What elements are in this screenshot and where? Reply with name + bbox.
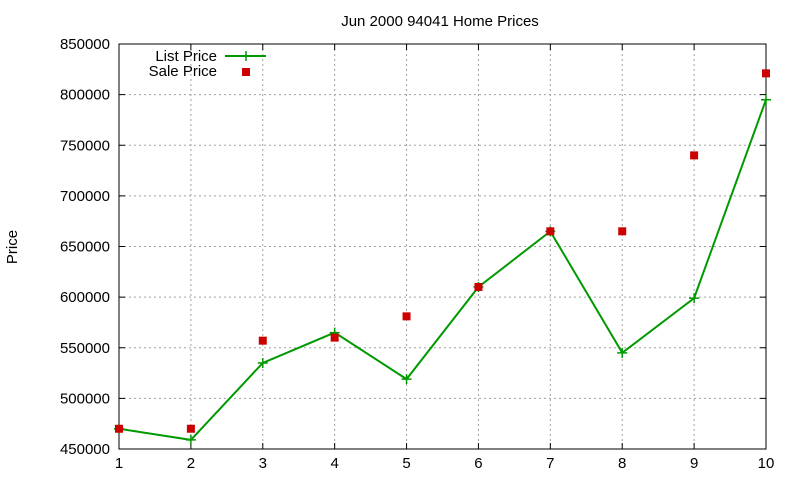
data-point-list-price bbox=[689, 293, 700, 304]
series bbox=[114, 69, 771, 445]
data-point-sale-price bbox=[690, 151, 699, 160]
y-tick-label: 450000 bbox=[60, 441, 110, 458]
y-tick-labels: 450000 500000 550000 600000 650000 700000 7500… bbox=[60, 36, 110, 458]
x-tick-labels: 1 2 3 4 5 6 7 8 9 10 bbox=[115, 455, 775, 472]
y-tick-label: 500000 bbox=[60, 390, 110, 407]
x-tick-label: 5 bbox=[402, 455, 410, 472]
legend-label-list-price: List Price bbox=[155, 48, 217, 65]
data-point-list-price bbox=[401, 374, 412, 385]
data-point-list-price bbox=[185, 434, 196, 445]
chart-title: Jun 2000 94041 Home Prices bbox=[341, 13, 539, 30]
data-point-sale-price bbox=[546, 227, 555, 236]
x-tick-label: 7 bbox=[546, 455, 554, 472]
data-point-sale-price bbox=[330, 333, 339, 342]
data-point-sale-price bbox=[618, 227, 627, 236]
legend: List Price Sale Price bbox=[149, 48, 266, 80]
x-tick-label: 10 bbox=[758, 455, 775, 472]
axis-ticks bbox=[118, 43, 767, 450]
data-point-sale-price bbox=[115, 424, 123, 433]
data-point-sale-price bbox=[474, 283, 483, 291]
y-tick-label: 700000 bbox=[60, 188, 110, 205]
legend-label-sale-price: Sale Price bbox=[149, 63, 217, 80]
y-axis-label: Price bbox=[4, 230, 21, 264]
x-tick-label: 2 bbox=[187, 455, 195, 472]
data-point-list-price bbox=[761, 94, 771, 105]
plot-frame bbox=[118, 43, 767, 450]
y-tick-label: 850000 bbox=[60, 36, 110, 53]
x-tick-label: 9 bbox=[690, 455, 698, 472]
data-point-list-price bbox=[617, 347, 628, 358]
x-tick-label: 8 bbox=[618, 455, 626, 472]
data-point-sale-price bbox=[186, 424, 195, 433]
data-point-sale-price bbox=[258, 336, 267, 345]
x-tick-label: 6 bbox=[474, 455, 482, 472]
x-tick-label: 4 bbox=[330, 455, 338, 472]
data-point-sale-price bbox=[402, 312, 411, 321]
legend-marker-sale-price bbox=[242, 68, 250, 76]
y-tick-label: 650000 bbox=[60, 239, 110, 256]
x-tick-label: 1 bbox=[115, 455, 123, 472]
y-tick-label: 600000 bbox=[60, 289, 110, 306]
series-line-list-price bbox=[118, 99, 767, 441]
legend-marker-list-price bbox=[241, 51, 251, 61]
y-tick-label: 550000 bbox=[60, 340, 110, 357]
y-tick-label: 750000 bbox=[60, 137, 110, 154]
grid bbox=[119, 44, 766, 449]
data-point-sale-price bbox=[762, 69, 770, 78]
data-point-list-price bbox=[257, 357, 268, 368]
y-tick-label: 800000 bbox=[60, 87, 110, 104]
x-tick-label: 3 bbox=[259, 455, 267, 472]
